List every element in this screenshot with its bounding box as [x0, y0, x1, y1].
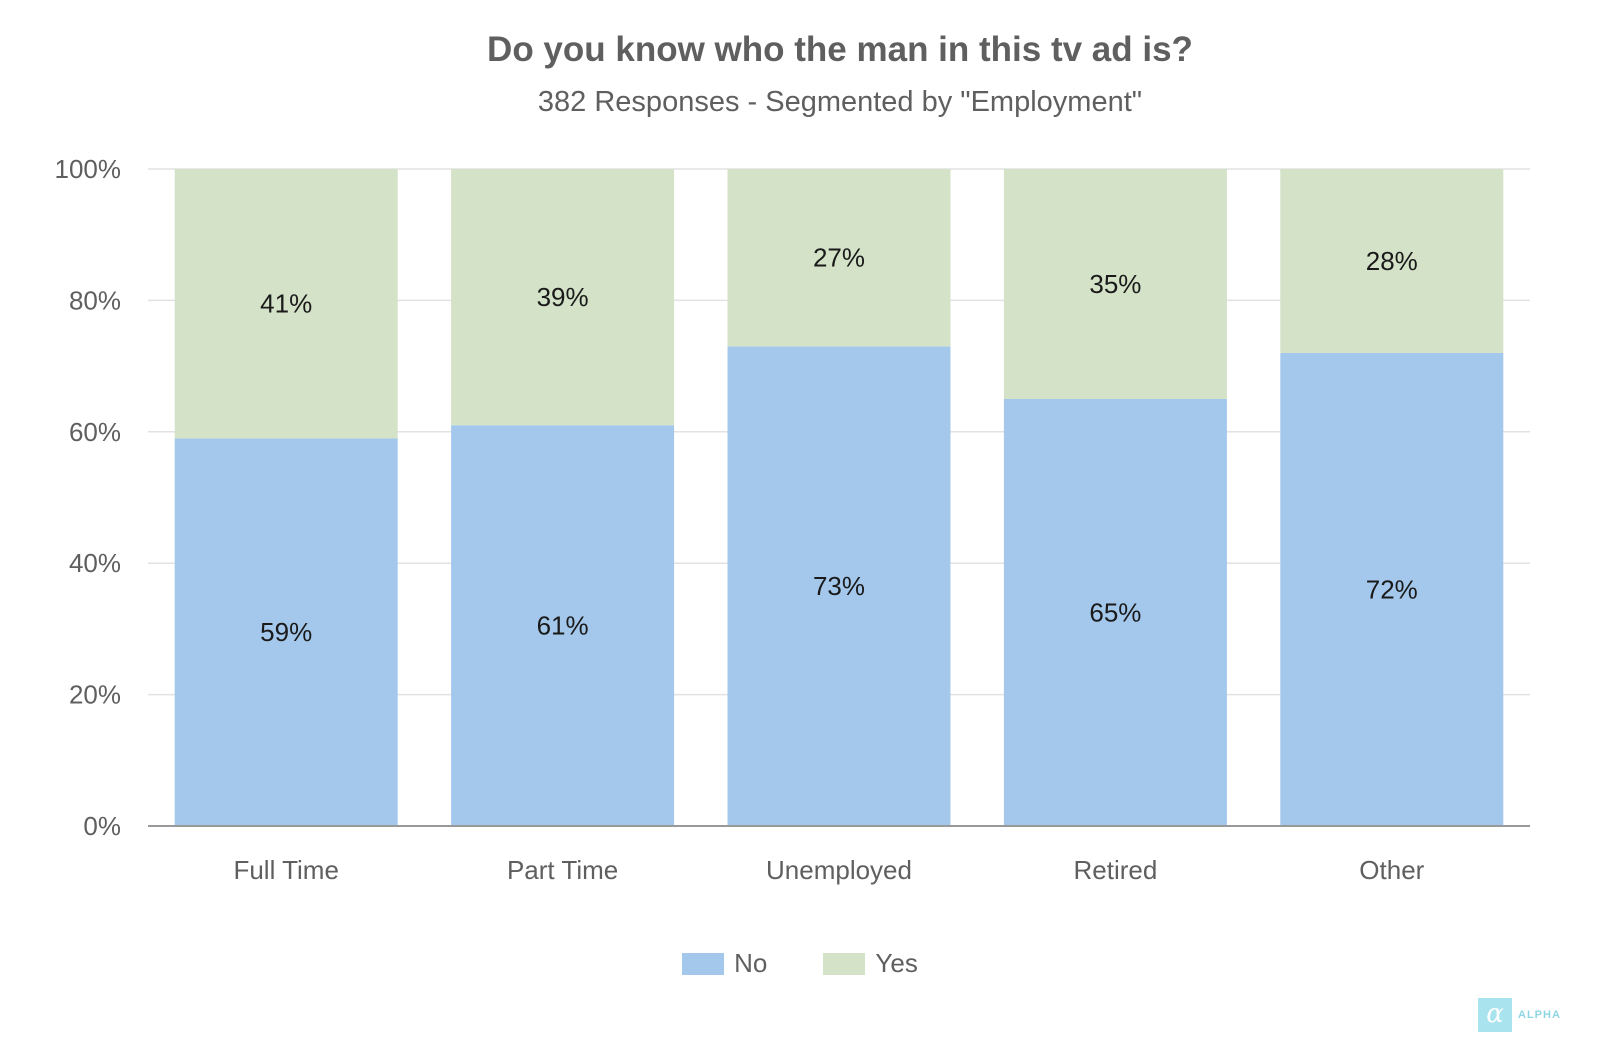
x-category-label: Part Time — [507, 855, 618, 885]
x-category-label: Other — [1359, 855, 1424, 885]
bar-yes — [1003, 169, 1227, 399]
legend-label-no: No — [734, 948, 768, 978]
data-label: 72% — [1366, 574, 1418, 604]
x-category-label: Full Time — [233, 855, 338, 885]
data-label: 39% — [537, 282, 589, 312]
data-label: 41% — [260, 289, 312, 319]
bar-no — [174, 438, 398, 826]
legend: No Yes — [0, 948, 1600, 979]
data-label: 28% — [1366, 246, 1418, 276]
data-label: 61% — [537, 611, 589, 641]
bar-yes — [451, 169, 675, 426]
data-label: 35% — [1089, 269, 1141, 299]
data-label: 73% — [813, 571, 865, 601]
chart-subtitle: 382 Responses - Segmented by "Employment… — [537, 86, 1143, 118]
data-label: 59% — [260, 617, 312, 647]
bar-yes — [727, 169, 951, 347]
bar-no — [1280, 352, 1504, 826]
alpha-logo-text: ALPHA — [1518, 1009, 1561, 1021]
y-tick-label: 0% — [83, 811, 121, 841]
bar-no — [451, 425, 675, 826]
legend-item-yes[interactable]: Yes — [823, 948, 918, 979]
x-category-label: Unemployed — [766, 855, 912, 885]
data-label: 27% — [813, 243, 865, 273]
bar-yes — [1280, 169, 1504, 353]
alpha-logo-icon: α — [1478, 998, 1512, 1032]
bar-no — [1003, 398, 1227, 826]
data-label: 65% — [1089, 597, 1141, 627]
alpha-logo: α ALPHA — [1478, 998, 1561, 1032]
bar-yes — [174, 169, 398, 439]
y-tick-label: 80% — [69, 285, 121, 315]
y-tick-label: 20% — [69, 680, 121, 710]
legend-swatch-no — [682, 952, 725, 975]
y-tick-label: 100% — [55, 154, 122, 184]
legend-label-yes: Yes — [875, 948, 918, 978]
legend-item-no[interactable]: No — [682, 948, 767, 979]
chart-title: Do you know who the man in this tv ad is… — [487, 30, 1193, 69]
legend-swatch-yes — [823, 952, 866, 975]
y-tick-label: 40% — [69, 548, 121, 578]
bar-no — [727, 346, 951, 826]
y-tick-label: 60% — [69, 417, 121, 447]
x-category-label: Retired — [1073, 855, 1157, 885]
